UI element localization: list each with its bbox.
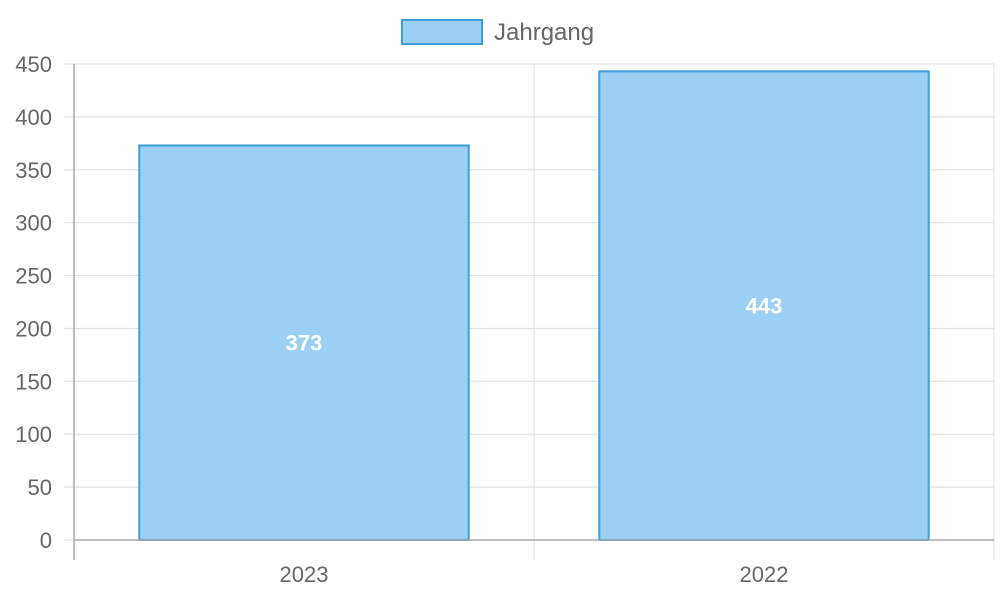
bar-2023[interactable] bbox=[138, 144, 470, 541]
labels-layer: 0 50 100 150 200 250 300 350 400 450 373 2023 443 202… bbox=[15, 52, 788, 587]
x-tick-label: 2023 bbox=[280, 562, 329, 587]
legend[interactable]: Jahrgang bbox=[401, 19, 594, 46]
y-tick-label: 350 bbox=[15, 158, 52, 183]
legend-label: Jahrgang bbox=[494, 19, 594, 46]
y-tick-label: 150 bbox=[15, 369, 52, 394]
bar-2022[interactable] bbox=[598, 70, 930, 541]
legend-swatch bbox=[401, 19, 483, 45]
y-tick-label: 100 bbox=[15, 422, 52, 447]
y-tick-label: 400 bbox=[15, 105, 52, 130]
x-tick-label: 2022 bbox=[740, 562, 789, 587]
bar-value-label: 373 bbox=[286, 331, 323, 356]
y-tick-label: 200 bbox=[15, 316, 52, 341]
axis-layer bbox=[73, 64, 994, 560]
y-tick-label: 450 bbox=[15, 52, 52, 77]
y-tick-label: 50 bbox=[28, 475, 52, 500]
bar-value-label: 443 bbox=[746, 294, 783, 319]
bars-layer bbox=[138, 70, 930, 541]
y-tick-label: 300 bbox=[15, 211, 52, 236]
y-tick-label: 250 bbox=[15, 264, 52, 289]
y-tick-label: 0 bbox=[40, 528, 52, 553]
